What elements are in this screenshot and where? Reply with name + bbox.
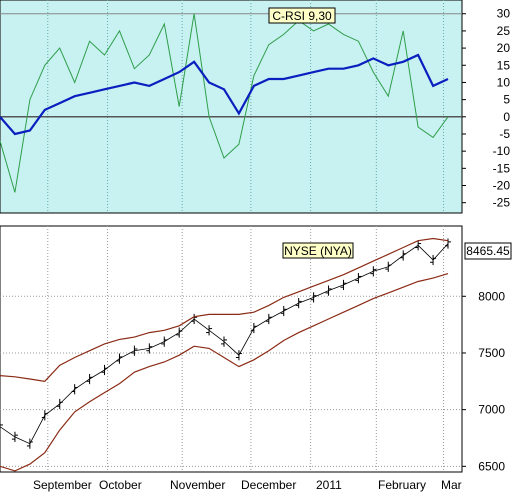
- last-value-label: 8465.45: [466, 244, 510, 258]
- rsi-series-line: [0, 53, 449, 136]
- rsi-legend-box: [268, 7, 336, 24]
- rsi-tick-label: -10: [493, 144, 511, 158]
- price-legend-box: [282, 242, 354, 259]
- rsi-tick-label: -20: [493, 179, 511, 193]
- rsi-tick-label: 20: [497, 41, 511, 55]
- x-tick-label: Mar: [441, 478, 462, 492]
- x-tick-label: February: [378, 478, 426, 492]
- x-tick-label: 2011: [316, 478, 342, 492]
- rsi-tick-label: -5: [499, 127, 510, 141]
- upper-band-line: [0, 237, 449, 382]
- x-tick-label: September: [33, 478, 92, 492]
- rsi-tick-label: -15: [493, 161, 511, 175]
- x-axis-labels: September October November December 2011 Febr…: [33, 478, 462, 492]
- rsi-tick-label: -25: [493, 196, 511, 210]
- price-panel-background: [0, 225, 463, 473]
- rsi-series-group: [0, 13, 449, 193]
- price-series-line: [0, 243, 449, 445]
- x-tick-label: October: [99, 478, 142, 492]
- price-tick-label: 7000: [478, 403, 505, 417]
- rsi-tick-label: 30: [497, 7, 511, 21]
- price-y-axis: 8000 7500 7000 6500: [462, 289, 505, 473]
- rsi-tick-label: 10: [497, 75, 511, 89]
- rsi-tick-label: 15: [497, 58, 511, 72]
- price-tick-label: 7500: [478, 346, 505, 360]
- price-tick-label: 8000: [478, 289, 505, 303]
- rsi-tick-label: 25: [497, 24, 511, 38]
- x-tick-label: November: [170, 478, 225, 492]
- rsi-tick-label: 5: [503, 93, 510, 107]
- price-grid: [0, 226, 462, 472]
- lower-band-line: [0, 273, 449, 472]
- price-tick-label: 6500: [478, 459, 505, 473]
- price-series-group: [0, 237, 451, 472]
- rsi-y-axis: 30 25 20 15 10 5 0 -5 -10 -15 -20 -25: [462, 7, 510, 210]
- rsi-series-line: [0, 13, 449, 193]
- rsi-panel-background: [0, 0, 463, 214]
- rsi-legend-title: C-RSI 9,30: [272, 9, 332, 23]
- rsi-tick-label: 0: [503, 110, 510, 124]
- last-value-box: [464, 242, 512, 260]
- rsi-grid: [0, 0, 462, 213]
- x-tick-label: December: [241, 478, 296, 492]
- price-legend-title: NYSE (NYA): [284, 244, 352, 258]
